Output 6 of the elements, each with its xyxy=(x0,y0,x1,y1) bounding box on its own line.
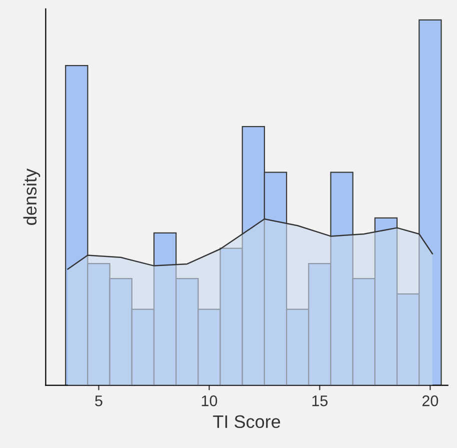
x-tick-label: 15 xyxy=(312,396,328,406)
x-tick-label: 20 xyxy=(422,395,438,406)
x-tick-label: 10 xyxy=(202,395,218,406)
x-axis-title: TI Score xyxy=(213,415,280,428)
x-tick-label: 5 xyxy=(95,396,102,406)
y-axis-title: density xyxy=(23,168,40,225)
